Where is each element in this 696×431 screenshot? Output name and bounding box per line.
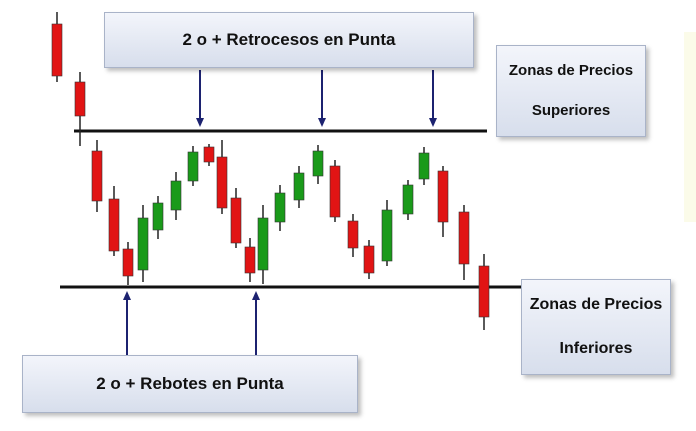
bearish-candlestick bbox=[437, 166, 449, 237]
bullish-candlestick bbox=[257, 205, 269, 284]
candle-body bbox=[216, 156, 228, 209]
bullish-candlestick bbox=[312, 145, 324, 184]
bearish-candlestick bbox=[122, 242, 134, 285]
bullish-candlestick bbox=[187, 146, 199, 186]
candle-body bbox=[170, 180, 182, 211]
bearish-candlestick bbox=[363, 240, 375, 279]
bearish-candlestick bbox=[91, 140, 103, 212]
candle-body bbox=[257, 217, 269, 271]
bearish-candlestick bbox=[478, 254, 490, 330]
candle-body bbox=[230, 197, 242, 244]
candle-body bbox=[293, 172, 305, 201]
bearish-candlestick bbox=[108, 186, 120, 256]
candlesticks bbox=[51, 12, 490, 330]
candle-body bbox=[152, 202, 164, 231]
bearish-candlestick bbox=[74, 72, 86, 146]
arrows bbox=[123, 70, 437, 355]
candle-body bbox=[347, 220, 359, 249]
retracement-arrow bbox=[318, 70, 326, 127]
bounce-arrow bbox=[123, 291, 131, 355]
candle-body bbox=[137, 217, 149, 271]
bearish-candlestick bbox=[51, 12, 63, 82]
upper-zone-line-1: Zonas de Precios bbox=[508, 62, 634, 79]
lower-zone-line-2: Inferiores bbox=[559, 340, 633, 357]
retracement-arrow bbox=[196, 70, 204, 127]
bullish-candlestick bbox=[402, 180, 414, 220]
bearish-candlestick bbox=[203, 144, 215, 166]
bearish-candlestick bbox=[458, 205, 470, 280]
candle-body bbox=[458, 211, 470, 265]
candle-body bbox=[363, 245, 375, 274]
candle-body bbox=[187, 151, 199, 182]
candle-body bbox=[122, 248, 134, 277]
lower-zone-line-1: Zonas de Precios bbox=[529, 296, 663, 313]
candle-body bbox=[108, 198, 120, 252]
candle-body bbox=[203, 146, 215, 163]
bearish-candlestick bbox=[230, 188, 242, 248]
upper-price-zone-label: Zonas de Precios Superiores bbox=[496, 45, 646, 137]
bullish-candlestick bbox=[418, 147, 430, 185]
bullish-candlestick bbox=[170, 172, 182, 220]
candle-body bbox=[329, 165, 341, 218]
candle-body bbox=[51, 23, 63, 77]
bearish-candlestick bbox=[216, 140, 228, 214]
bullish-candlestick bbox=[293, 166, 305, 208]
bullish-candlestick bbox=[381, 200, 393, 266]
bounces-banner-text: 2 o + Rebotes en Punta bbox=[96, 374, 284, 393]
candle-body bbox=[478, 265, 490, 318]
candle-body bbox=[418, 152, 430, 180]
lower-price-zone-label: Zonas de Precios Inferiores bbox=[521, 279, 671, 375]
bullish-candlestick bbox=[152, 196, 164, 239]
candle-body bbox=[244, 246, 256, 274]
candle-body bbox=[91, 150, 103, 202]
candle-body bbox=[274, 192, 286, 223]
candle-body bbox=[381, 209, 393, 262]
bearish-candlestick bbox=[329, 160, 341, 222]
bullish-candlestick bbox=[137, 205, 149, 282]
bearish-candlestick bbox=[244, 238, 256, 282]
bullish-candlestick bbox=[274, 185, 286, 231]
candle-body bbox=[312, 150, 324, 177]
candle-body bbox=[437, 170, 449, 223]
bounces-banner: 2 o + Rebotes en Punta bbox=[22, 355, 358, 413]
bearish-candlestick bbox=[347, 214, 359, 257]
upper-zone-line-2: Superiores bbox=[531, 102, 611, 119]
retracements-banner: 2 o + Retrocesos en Punta bbox=[104, 12, 474, 68]
retracement-arrow bbox=[429, 70, 437, 127]
edge-strip bbox=[684, 32, 696, 222]
bounce-arrow bbox=[252, 291, 260, 355]
retracements-banner-text: 2 o + Retrocesos en Punta bbox=[182, 30, 396, 49]
candle-body bbox=[74, 81, 86, 117]
candle-body bbox=[402, 184, 414, 215]
